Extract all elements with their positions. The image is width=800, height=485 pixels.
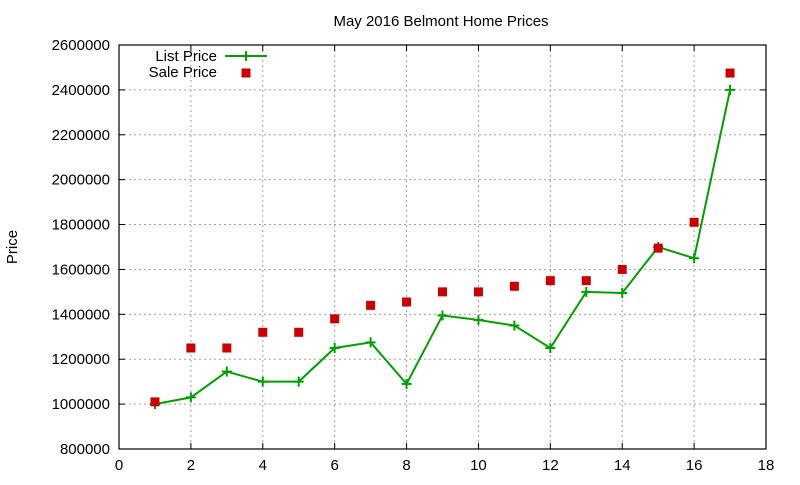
x-tick-label: 10	[470, 457, 487, 474]
plot-frame	[118, 44, 767, 450]
series-sale-price	[150, 68, 735, 407]
legend-label: Sale Price	[149, 64, 217, 81]
y-axis-label: Price	[4, 230, 21, 264]
grid-lines	[119, 45, 766, 449]
x-tick-label: 18	[758, 457, 775, 474]
series-list-price	[149, 84, 736, 410]
x-tick-label: 12	[542, 457, 559, 474]
x-tick-label: 2	[187, 457, 195, 474]
x-tick-label: 14	[614, 457, 631, 474]
y-tick-label: 2600000	[52, 37, 110, 54]
y-tick-label: 2200000	[52, 127, 110, 144]
x-tick-label: 8	[402, 457, 410, 474]
data-series	[149, 68, 736, 410]
legend-label: List Price	[155, 48, 217, 65]
y-tick-label: 2400000	[52, 82, 110, 99]
y-tick-label: 1000000	[52, 396, 110, 413]
x-tick-label: 16	[686, 457, 703, 474]
axis-ticks: 0 2 4 6 8 10 12 14 16 18 800000 1000000 1200000 14000…	[52, 37, 775, 474]
x-tick-label: 6	[330, 457, 338, 474]
y-tick-label: 2000000	[52, 172, 110, 189]
y-tick-label: 1600000	[52, 261, 110, 278]
x-tick-label: 4	[259, 457, 267, 474]
y-tick-label: 800000	[60, 441, 110, 458]
x-tick-label: 0	[115, 457, 123, 474]
y-tick-label: 1200000	[52, 351, 110, 368]
y-tick-label: 1800000	[52, 217, 110, 234]
y-tick-label: 1400000	[52, 306, 110, 323]
chart-title: May 2016 Belmont Home Prices	[333, 13, 548, 30]
